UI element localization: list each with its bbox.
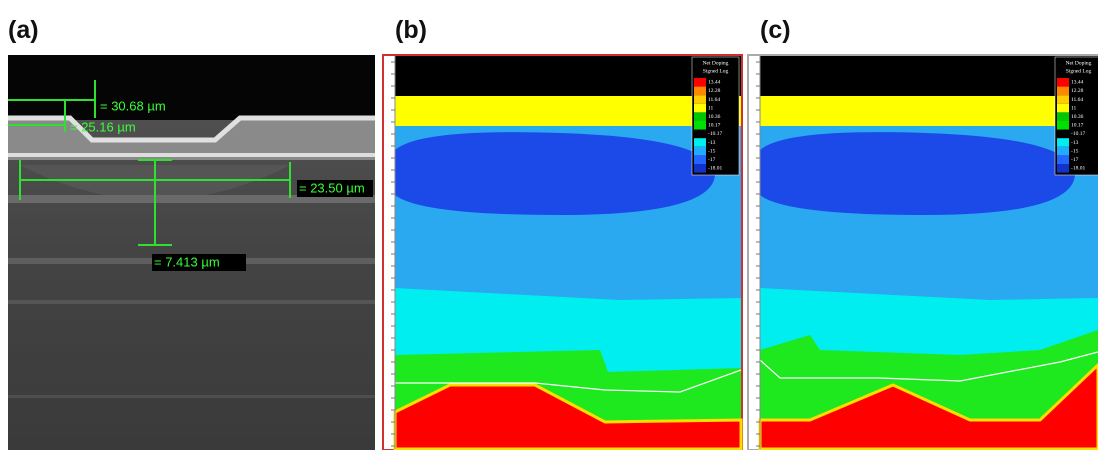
measurement: = 7.413 µm (154, 254, 220, 269)
sem-band (8, 300, 375, 304)
panel-label: (a) (8, 16, 39, 44)
legend-swatch (1057, 87, 1069, 96)
legend-label: 11.64 (708, 97, 720, 103)
legend-label: 10.17 (1071, 123, 1084, 129)
legend-label: 10.36 (1071, 114, 1084, 120)
legend-swatch (1057, 155, 1069, 164)
region (395, 56, 741, 96)
legend-swatch (1057, 147, 1069, 156)
panel-label: (b) (395, 16, 427, 44)
legend-label: 11 (1071, 105, 1077, 111)
measurement: = 25.16 µm (70, 119, 136, 134)
legend-label: -17 (708, 157, 716, 163)
legend-label: -15 (708, 148, 716, 154)
legend-label: 12.28 (1071, 88, 1084, 94)
legend-label: -10.17 (1071, 131, 1085, 137)
panel-label: (c) (760, 16, 791, 44)
legend-label: -18.01 (1071, 166, 1085, 172)
legend-swatch (1057, 130, 1069, 139)
legend-title: Net Doping (703, 60, 729, 66)
legend-swatch (1057, 112, 1069, 121)
legend-swatch (1057, 78, 1069, 87)
region (395, 96, 741, 126)
sem-band (8, 395, 375, 398)
figure: (a) (b) (c) = 30.68 µm = 25.16 µm = 23.5… (0, 0, 1098, 450)
legend-swatch (1057, 104, 1069, 113)
legend-subtitle: Signed Log (1066, 68, 1092, 74)
legend-swatch (694, 155, 706, 164)
legend-swatch (694, 138, 706, 147)
legend-swatch (694, 104, 706, 113)
doping-map (748, 55, 1098, 450)
legend-title: Net Doping (1066, 60, 1092, 66)
legend-swatch (1057, 138, 1069, 147)
measurement: = 30.68 µm (100, 98, 166, 113)
legend-swatch (694, 147, 706, 156)
legend-swatch (694, 121, 706, 130)
legend-swatch (1057, 164, 1069, 173)
legend-label: -13 (708, 140, 716, 146)
legend-label: -13 (1071, 140, 1079, 146)
legend-label: 10.36 (708, 114, 721, 120)
legend-swatch (1057, 95, 1069, 104)
legend-label: 13.44 (1071, 80, 1084, 86)
legend-label: -17 (1071, 157, 1079, 163)
legend-label: -10.17 (708, 131, 722, 137)
legend-label: 10.17 (708, 123, 721, 129)
region (395, 132, 715, 215)
legend: Net Doping Signed Log 13.44 12.28 11.64 11 10.… (1055, 57, 1098, 175)
measurement: = 23.50 µm (299, 180, 365, 195)
legend-subtitle: Signed Log (703, 68, 729, 74)
doping-map (383, 55, 742, 450)
legend-swatch (694, 87, 706, 96)
region (760, 132, 1075, 215)
sem-image (8, 55, 375, 450)
legend-swatch (694, 112, 706, 121)
region (760, 96, 1098, 126)
legend-label: 13.44 (708, 80, 721, 86)
region (760, 56, 1098, 96)
legend-swatch (694, 130, 706, 139)
legend-label: -15 (1071, 148, 1079, 154)
legend-label: 11.64 (1071, 97, 1083, 103)
legend-swatch (1057, 121, 1069, 130)
legend-swatch (694, 95, 706, 104)
legend-label: -18.01 (708, 166, 722, 172)
legend: Net Doping Signed Log 13.44 12.28 11.64 11 10.… (692, 57, 739, 175)
sem-vacuum (8, 55, 375, 120)
legend-swatch (694, 78, 706, 87)
legend-swatch (694, 164, 706, 173)
legend-label: 11 (708, 105, 714, 111)
legend-label: 12.28 (708, 88, 721, 94)
